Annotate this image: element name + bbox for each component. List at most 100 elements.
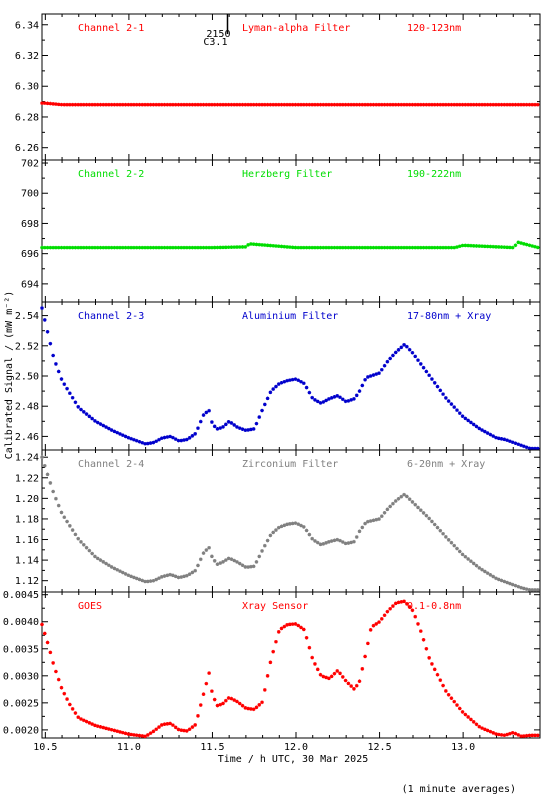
data-point	[533, 446, 537, 451]
data-point	[435, 245, 440, 250]
data-point	[388, 102, 392, 107]
data-point	[109, 727, 114, 732]
data-point	[510, 730, 515, 735]
data-point	[438, 528, 443, 533]
data-point	[510, 245, 515, 250]
data-point	[260, 700, 264, 705]
data-point	[101, 725, 106, 730]
event-marker-sublabel: C3.1	[203, 37, 227, 48]
data-point	[251, 707, 256, 712]
data-point	[366, 519, 370, 524]
data-point	[151, 102, 156, 107]
data-point	[254, 102, 259, 107]
data-point	[315, 540, 320, 545]
data-point	[346, 102, 351, 107]
data-point	[485, 728, 490, 733]
data-point	[488, 729, 493, 734]
data-point	[240, 563, 245, 568]
data-point	[81, 718, 86, 723]
data-point	[232, 102, 236, 107]
data-point	[56, 102, 61, 107]
data-point	[240, 102, 245, 107]
data-point	[385, 609, 390, 614]
data-point	[104, 561, 108, 566]
data-point	[302, 525, 306, 529]
data-point	[471, 244, 476, 248]
data-point	[494, 576, 498, 581]
data-point	[285, 102, 289, 107]
data-point	[502, 437, 507, 442]
data-point	[410, 245, 415, 250]
data-point	[93, 245, 97, 250]
data-point	[288, 378, 292, 382]
data-point	[427, 655, 431, 660]
data-point	[393, 499, 398, 503]
data-point	[56, 369, 61, 374]
data-point	[179, 575, 184, 579]
data-point	[307, 102, 312, 107]
channel-label: GOES	[78, 601, 102, 612]
data-point	[516, 240, 521, 245]
data-point	[318, 672, 323, 677]
data-point	[182, 438, 186, 442]
data-point	[441, 245, 445, 250]
data-point	[215, 245, 220, 250]
data-point	[379, 514, 384, 518]
data-point	[460, 243, 465, 248]
data-point	[379, 367, 384, 372]
data-point	[179, 245, 184, 250]
data-point	[374, 622, 379, 626]
data-point	[251, 242, 256, 246]
data-point	[282, 624, 287, 629]
data-point	[148, 441, 153, 445]
data-point	[201, 413, 206, 417]
data-point	[418, 245, 423, 250]
data-point	[399, 345, 404, 350]
data-point	[496, 102, 501, 107]
data-point	[274, 528, 278, 532]
data-point	[388, 606, 392, 611]
data-point	[413, 354, 418, 359]
data-point	[56, 245, 61, 250]
data-point	[307, 645, 312, 650]
data-point	[215, 562, 220, 567]
filter-label: Xray Sensor	[242, 601, 308, 612]
data-point	[366, 102, 370, 107]
data-point	[93, 554, 97, 559]
data-point	[318, 401, 323, 405]
data-point	[81, 409, 86, 414]
data-point	[54, 362, 58, 366]
data-point	[221, 701, 225, 706]
data-point	[165, 722, 170, 726]
data-point	[460, 710, 465, 714]
data-point	[508, 731, 512, 736]
data-series	[40, 240, 540, 250]
data-point	[318, 542, 323, 547]
data-point	[396, 496, 401, 501]
data-point	[257, 242, 262, 247]
data-point	[157, 725, 161, 729]
data-point	[324, 675, 328, 680]
data-point	[140, 578, 145, 583]
data-point	[115, 245, 120, 250]
data-point	[505, 580, 509, 585]
filter-label: Lyman-alpha Filter	[242, 23, 350, 34]
data-point	[76, 245, 81, 250]
band-label: 17-80nm + Xray	[407, 311, 491, 322]
data-point	[321, 674, 326, 679]
data-point	[79, 102, 83, 107]
data-point	[137, 577, 142, 582]
data-point	[51, 353, 55, 358]
data-point	[285, 623, 289, 627]
data-point	[427, 102, 431, 107]
data-point	[513, 243, 518, 248]
data-point	[193, 102, 197, 107]
y-tick-label: 1.14	[15, 556, 39, 567]
data-point	[460, 552, 465, 557]
y-tick-label: 700	[21, 189, 39, 200]
data-point	[357, 529, 362, 534]
data-point	[73, 245, 78, 250]
data-point	[533, 244, 537, 249]
data-point	[235, 425, 239, 429]
data-point	[410, 102, 415, 107]
